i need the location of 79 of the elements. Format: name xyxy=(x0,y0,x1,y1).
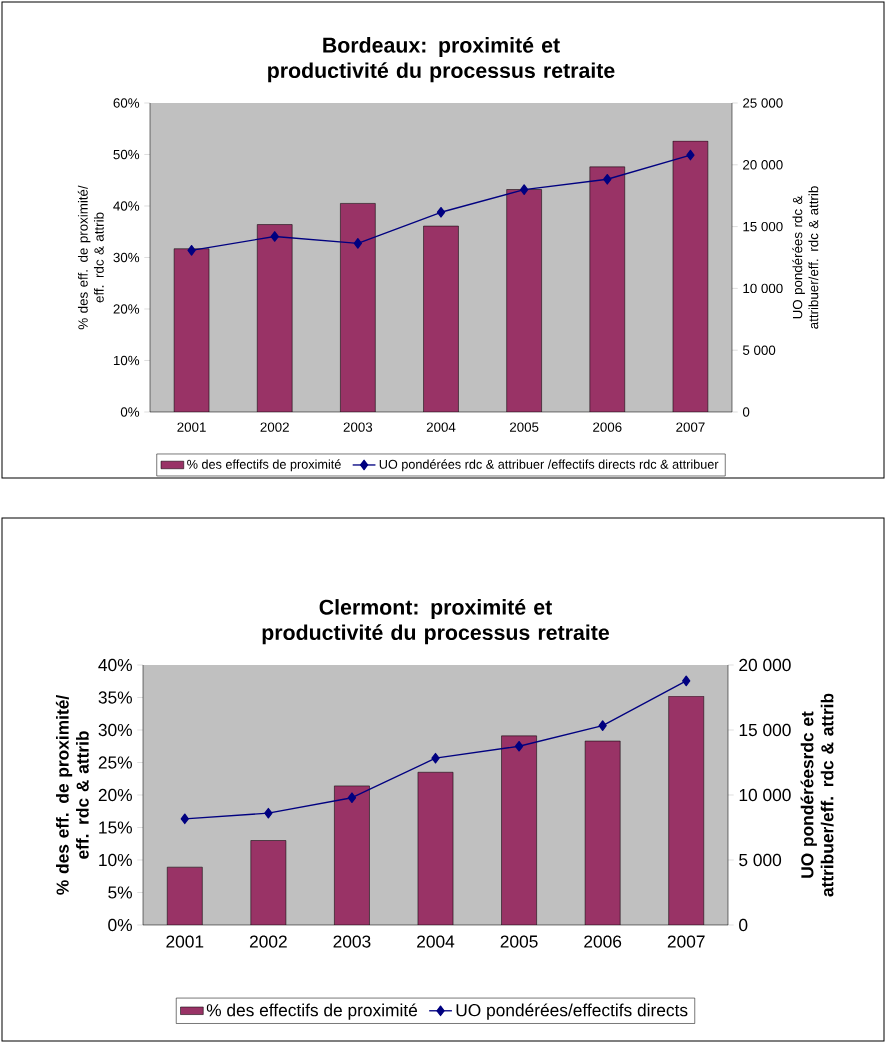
x-tick-label: 2004 xyxy=(417,935,455,948)
chart-title: Clermont: proximité et productivité du processus retraite xyxy=(262,598,609,645)
y-tick-label: 60% xyxy=(113,98,140,108)
bar xyxy=(589,166,625,412)
y-tick-label: 10% xyxy=(99,853,132,867)
point xyxy=(347,792,357,804)
x-tick-label: 2006 xyxy=(584,935,622,948)
y2-tick-label: 5 000 xyxy=(742,345,776,355)
bar xyxy=(174,248,210,412)
bar xyxy=(423,226,459,412)
bar xyxy=(340,203,376,412)
bar xyxy=(417,772,454,925)
x-tick-label: 2003 xyxy=(333,935,371,948)
y2-tick-label: 15 000 xyxy=(743,221,783,232)
point xyxy=(598,720,607,731)
chart-title: Bordeaux: proximité et productivité du processus retraite xyxy=(268,36,615,83)
bar xyxy=(334,785,370,925)
point xyxy=(264,807,273,819)
x-tick-label: 2007 xyxy=(667,935,705,948)
point xyxy=(180,813,189,825)
point xyxy=(270,231,279,242)
y-tick-label: 30% xyxy=(98,723,132,737)
bar xyxy=(257,224,293,412)
point xyxy=(187,244,196,256)
point xyxy=(436,206,446,218)
x-tick-label: 2005 xyxy=(509,422,539,432)
legend-label: % des effectifs de proximité xyxy=(187,459,341,472)
bar xyxy=(668,695,705,925)
x-tick-label: 2004 xyxy=(426,422,456,432)
legend-label: % des effectifs de proximité xyxy=(206,1003,418,1020)
point xyxy=(519,184,529,195)
y-tick-label: 50% xyxy=(113,149,140,160)
point xyxy=(686,149,695,161)
point xyxy=(353,238,363,249)
y-tick-label: 35% xyxy=(98,691,132,704)
x-tick-label: 2002 xyxy=(260,422,289,432)
point xyxy=(431,752,440,764)
bar xyxy=(585,741,621,925)
point xyxy=(682,675,691,687)
y-tick-label: 15% xyxy=(99,821,132,834)
point xyxy=(603,173,612,185)
x-tick-label: 2007 xyxy=(676,422,705,432)
x-tick-label: 2006 xyxy=(593,422,622,432)
y2-tick-label: 20 000 xyxy=(739,658,791,672)
y-tick-label: 40% xyxy=(98,658,132,672)
point xyxy=(514,740,524,752)
y-tick-label: 20% xyxy=(113,304,140,314)
y2-tick-label: 10 000 xyxy=(739,788,791,802)
y2-axis-title: UO pondérées rdc & attribuer/eff. rdc & attrib xyxy=(792,186,819,329)
x-tick-label: 2002 xyxy=(249,935,287,948)
y-tick-label: 0% xyxy=(108,918,132,932)
y2-axis-title: UO pondéréesrdc et attribuer/eff. rdc & attrib xyxy=(800,693,834,897)
legend-label: UO pondérées/effectifs directs xyxy=(456,1003,688,1020)
y-tick-label: 30% xyxy=(113,252,140,263)
y-tick-label: 0% xyxy=(120,407,140,417)
y2-tick-label: 20 000 xyxy=(743,160,783,170)
y-tick-label: 10% xyxy=(113,355,140,366)
y2-tick-label: 0 xyxy=(742,407,750,417)
y-tick-label: 5% xyxy=(108,886,132,899)
legend-label: UO pondérées rdc & attribuer /effectifs directs rdc & attribuer xyxy=(379,459,719,472)
y-tick-label: 25% xyxy=(98,756,132,769)
y2-tick-label: 0 xyxy=(739,918,748,932)
y-tick-label: 20% xyxy=(98,788,132,802)
bar xyxy=(672,140,709,412)
bar xyxy=(167,867,203,925)
x-tick-label: 2001 xyxy=(166,935,204,948)
x-tick-label: 2005 xyxy=(500,935,538,948)
y-axis-title: % des eff. de proximité/ eff. rdc & attrib xyxy=(77,185,104,330)
y-tick-label: 40% xyxy=(113,201,140,211)
y2-tick-label: 5 000 xyxy=(739,853,782,867)
bar xyxy=(250,840,286,925)
y2-tick-label: 15 000 xyxy=(739,723,791,737)
y2-tick-label: 10 000 xyxy=(743,283,783,294)
y2-tick-label: 25 000 xyxy=(743,98,783,108)
bar xyxy=(501,735,537,925)
x-tick-label: 2001 xyxy=(177,422,206,432)
bar xyxy=(506,189,542,412)
y-axis-title: % des eff. de proximité/ eff. rdc & attrib xyxy=(55,695,89,895)
x-tick-label: 2003 xyxy=(343,422,373,432)
